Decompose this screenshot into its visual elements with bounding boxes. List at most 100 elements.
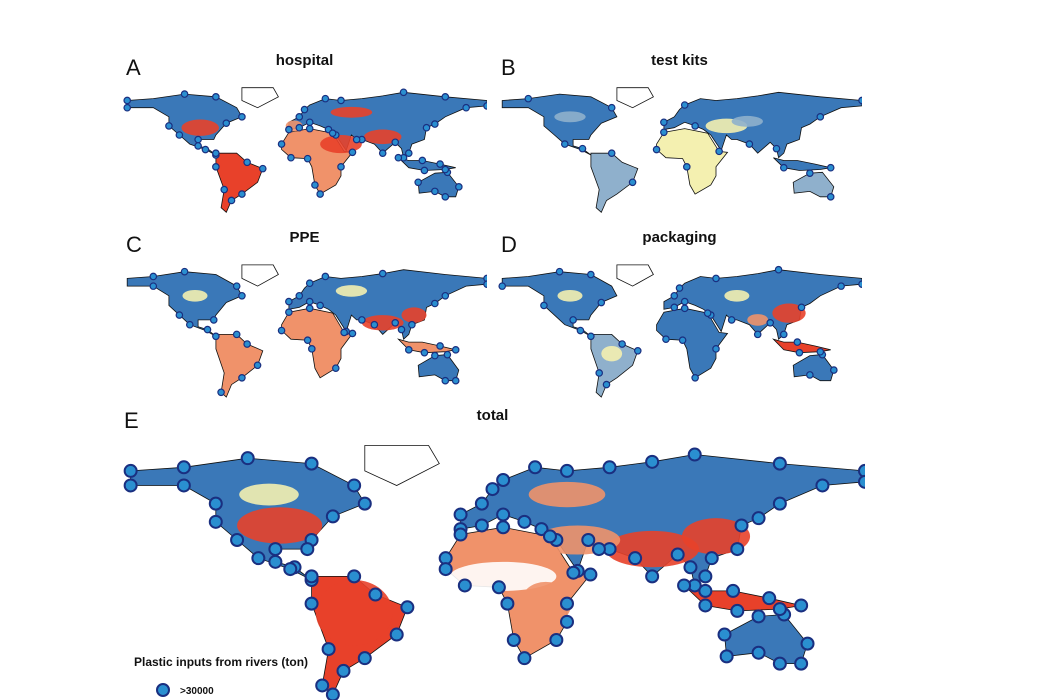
river-outlet [730,542,745,557]
map-panel [123,445,865,700]
river-outlet [238,291,246,300]
river-outlet [662,335,670,344]
river-outlet [597,298,606,307]
river-outlet [628,551,643,566]
river-outlet [774,265,783,274]
river-outlet [441,165,450,174]
river-outlet [772,656,787,671]
panel-title: test kits [651,52,708,69]
river-outlet [431,299,439,308]
river-outlet [815,478,830,493]
river-outlet [316,301,324,310]
river-outlet [123,103,132,112]
land-gl [241,264,279,287]
river-outlet [378,149,387,157]
river-outlet [660,128,668,137]
river-outlet [212,93,220,101]
river-outlet [305,124,314,133]
river-outlet [414,178,422,187]
river-outlet [180,267,189,276]
river-outlet [453,507,468,522]
river-outlet [295,113,304,121]
river-outlet [826,193,835,201]
river-outlet [496,507,511,522]
river-outlet [680,297,689,306]
river-outlet [560,614,574,629]
river-outlet [325,509,340,524]
river-outlet [337,96,345,105]
river-outlet [243,340,251,348]
river-outlet [243,158,251,167]
map-body [126,264,487,398]
region [724,289,750,302]
map-panel [123,87,487,213]
river-outlet [441,193,450,201]
river-outlet [542,529,557,544]
river-outlet [524,94,533,103]
river-outlet [576,326,585,335]
river-outlet [400,600,415,615]
river-outlet [357,496,372,511]
river-outlet [357,651,372,666]
river-outlet [303,154,312,163]
land-id [772,338,831,354]
river-outlet [496,520,511,535]
river-outlet [540,301,548,310]
river-outlet [779,163,788,172]
river-outlet [436,160,444,168]
river-outlet [208,496,223,511]
river-outlet [303,336,312,344]
river-outlet [772,496,787,511]
river-outlet [687,447,702,462]
river-outlet [443,350,452,359]
river-outlet [123,96,132,105]
river-outlet [730,603,745,618]
river-outlet [506,633,521,647]
river-outlet [304,596,319,611]
river-outlet [408,320,416,329]
river-outlet [441,291,450,300]
river-outlet [315,678,330,693]
river-outlet [397,325,406,334]
river-outlet [352,135,361,144]
river-outlet [560,596,574,611]
river-outlet [751,645,766,660]
river-outlet [420,348,429,357]
land-au [792,354,835,382]
panel-title: hospital [276,52,334,69]
river-outlet [660,118,668,127]
river-outlet [438,562,453,577]
river-outlet [717,627,732,642]
river-outlet [180,90,189,98]
river-outlet [602,460,617,475]
region [182,289,208,302]
river-outlet [348,329,357,338]
river-outlet [305,118,314,127]
river-outlet [670,291,679,300]
river-outlet [734,518,749,533]
land-gl [241,87,279,109]
river-outlet [587,270,595,279]
river-outlet [628,178,637,187]
river-outlet [794,598,809,613]
river-outlet [441,376,450,385]
river-outlet [268,542,283,557]
river-outlet [208,514,223,529]
river-outlet [194,142,202,150]
land-gl [616,87,654,109]
river-outlet [358,316,366,324]
river-outlet [418,156,427,165]
river-outlet [645,569,660,584]
river-outlet [491,580,506,595]
river-outlet [652,145,661,154]
map-panel [498,264,862,398]
map-body [501,87,862,213]
river-outlet [422,123,431,132]
river-outlet [595,369,604,377]
river-outlet [436,342,444,350]
river-outlet [670,547,685,562]
river-outlet [462,103,470,112]
river-outlet [858,96,862,105]
river-outlet [677,578,692,593]
river-outlet [457,578,472,593]
